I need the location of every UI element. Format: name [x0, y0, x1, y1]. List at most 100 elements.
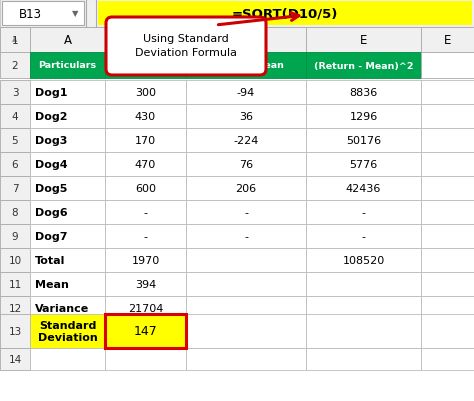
Text: 394: 394 — [135, 279, 156, 289]
Text: Dog5: Dog5 — [35, 184, 67, 194]
Bar — [0, 248, 30, 272]
Text: 12: 12 — [9, 303, 22, 313]
Bar — [30, 153, 105, 176]
Bar — [421, 314, 474, 348]
Bar — [105, 153, 186, 176]
Bar — [30, 176, 105, 200]
Bar — [105, 53, 186, 79]
Text: -: - — [244, 231, 248, 241]
Bar — [30, 248, 105, 272]
Bar — [105, 81, 186, 105]
Text: -224: -224 — [233, 136, 259, 146]
Bar — [186, 153, 306, 176]
Text: -: - — [144, 231, 147, 241]
Text: 21704: 21704 — [128, 303, 163, 313]
Text: 300: 300 — [135, 88, 156, 98]
Text: Total: Total — [35, 255, 65, 265]
Text: Dog1: Dog1 — [35, 88, 67, 98]
Text: 3: 3 — [12, 88, 18, 98]
Bar — [105, 28, 186, 53]
Text: 13: 13 — [9, 326, 22, 336]
Text: 1296: 1296 — [349, 112, 378, 122]
Bar — [0, 314, 30, 348]
Bar — [186, 314, 306, 348]
Text: 8836: 8836 — [349, 88, 378, 98]
Bar — [421, 176, 474, 200]
Text: E: E — [360, 34, 367, 47]
Text: D: D — [241, 34, 251, 47]
Text: A: A — [64, 34, 72, 47]
Text: Returns: Returns — [125, 61, 166, 70]
Text: 50176: 50176 — [346, 136, 381, 146]
Text: 7: 7 — [12, 184, 18, 194]
Text: Particulars: Particulars — [38, 61, 97, 70]
Bar — [30, 81, 105, 105]
Bar — [186, 176, 306, 200]
Text: 108520: 108520 — [342, 255, 384, 265]
Bar — [421, 225, 474, 248]
Text: 600: 600 — [135, 184, 156, 194]
Bar — [0, 225, 30, 248]
Bar — [306, 348, 421, 370]
Bar — [421, 129, 474, 153]
Bar — [30, 296, 105, 320]
Bar — [0, 200, 30, 225]
Bar — [186, 28, 306, 53]
FancyBboxPatch shape — [106, 18, 266, 76]
Bar — [306, 28, 421, 53]
Bar — [421, 272, 474, 296]
Bar — [0, 53, 30, 79]
Bar — [105, 314, 186, 348]
Bar — [30, 28, 105, 53]
Text: 470: 470 — [135, 160, 156, 170]
Bar — [30, 272, 105, 296]
Bar — [306, 272, 421, 296]
Bar — [421, 153, 474, 176]
Text: 5: 5 — [12, 136, 18, 146]
Text: Dog6: Dog6 — [35, 207, 68, 217]
Bar — [186, 296, 306, 320]
Bar — [306, 81, 421, 105]
Bar — [0, 176, 30, 200]
Text: (Return - Mean)^2: (Return - Mean)^2 — [314, 61, 413, 70]
Bar — [0, 28, 30, 53]
Text: 4: 4 — [12, 112, 18, 122]
Bar — [306, 225, 421, 248]
Text: -: - — [362, 231, 365, 241]
Bar — [0, 81, 30, 105]
Text: 1: 1 — [12, 35, 18, 45]
Bar — [186, 53, 306, 79]
Text: 76: 76 — [239, 160, 253, 170]
Text: Mean: Mean — [35, 279, 69, 289]
Text: Standard
Deviation: Standard Deviation — [37, 320, 97, 342]
Bar — [306, 200, 421, 225]
Bar — [306, 176, 421, 200]
Bar — [186, 272, 306, 296]
Bar — [30, 105, 105, 129]
Text: Variance: Variance — [35, 303, 89, 313]
Bar — [306, 296, 421, 320]
Bar — [186, 81, 306, 105]
Bar — [0, 0, 474, 28]
Text: 170: 170 — [135, 136, 156, 146]
Bar — [421, 200, 474, 225]
Bar — [30, 53, 105, 79]
Text: Dog4: Dog4 — [35, 160, 68, 170]
Text: 430: 430 — [135, 112, 156, 122]
Bar — [306, 129, 421, 153]
Text: 2: 2 — [12, 61, 18, 71]
Text: E: E — [444, 34, 451, 47]
Bar — [0, 129, 30, 153]
Text: ▼: ▼ — [72, 10, 78, 18]
Text: B13: B13 — [18, 8, 42, 20]
Bar — [421, 53, 474, 79]
Bar — [0, 28, 30, 53]
Text: -: - — [244, 207, 248, 217]
Text: 10: 10 — [9, 255, 21, 265]
Bar — [421, 248, 474, 272]
Bar — [30, 225, 105, 248]
Bar — [306, 314, 421, 348]
Text: =SQRT(D10/5): =SQRT(D10/5) — [232, 8, 338, 20]
Text: 42436: 42436 — [346, 184, 381, 194]
Bar — [105, 296, 186, 320]
